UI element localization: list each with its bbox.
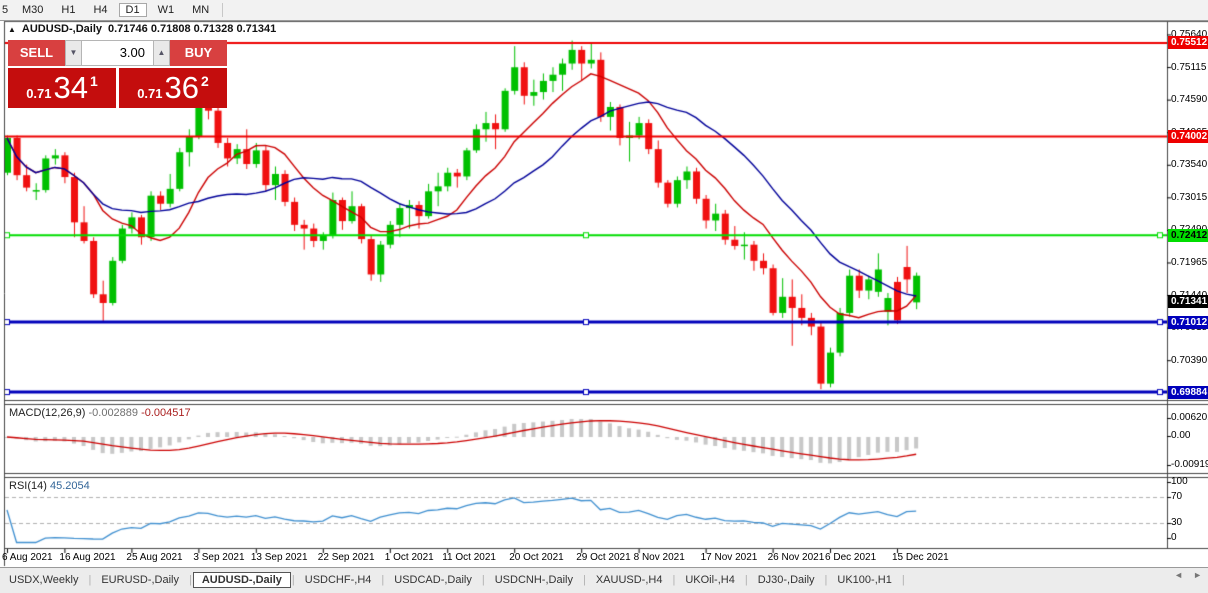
date-label: 11 Oct 2021 — [442, 552, 496, 563]
price-badge: 0.71012 — [1168, 315, 1208, 329]
sell-button[interactable]: SELL — [8, 40, 65, 66]
ohlc-values: 0.71746 0.71808 0.71328 0.71341 — [108, 23, 277, 35]
symbol-label: AUDUSD-,Daily — [21, 23, 102, 35]
tab-usdchf-h4[interactable]: USDCHF-,H4 — [304, 573, 372, 586]
price-axis-tick: 0.75115 — [1171, 61, 1207, 73]
tab-separator: | — [824, 573, 828, 586]
collapse-icon[interactable]: ▲ — [8, 24, 16, 34]
trade-price-row: 0.71 34 1 0.71 36 2 — [8, 68, 227, 108]
tab-xauusd-h4[interactable]: XAUUSD-,H4 — [595, 573, 663, 586]
volume-down-button[interactable]: ▼ — [65, 40, 82, 66]
date-label: 3 Sep 2021 — [193, 552, 245, 563]
date-label: 8 Nov 2021 — [633, 552, 685, 563]
bottom-strip — [0, 590, 1208, 593]
date-label: 16 Aug 2021 — [59, 552, 116, 563]
timeframe-button-m30[interactable]: M30 — [22, 4, 44, 16]
date-label: 22 Sep 2021 — [317, 552, 375, 563]
price-badge: 0.74002 — [1168, 130, 1208, 144]
buy-button[interactable]: BUY — [170, 40, 227, 66]
tab-usdcad-daily[interactable]: USDCAD-,Daily — [394, 573, 472, 586]
timeframe-button-d1[interactable]: D1 — [118, 3, 147, 17]
tab-separator: | — [481, 573, 485, 586]
timeframe-button-h1[interactable]: H1 — [61, 4, 76, 16]
macd-signal-value: -0.004517 — [141, 407, 191, 419]
trade-top-row: SELL ▼ 3.00 ▲ BUY — [8, 40, 227, 66]
tab-usdx-weekly[interactable]: USDX,Weekly — [9, 573, 79, 586]
tab-ukoil-h4[interactable]: UKOil-,H4 — [685, 573, 735, 586]
price-axis-tick: 0.70390 — [1171, 354, 1208, 366]
tab-separator: | — [582, 573, 586, 586]
timeframe-button-5[interactable]: 5 — [2, 4, 9, 16]
date-label: 26 Nov 2021 — [767, 552, 825, 563]
macd-axis-tick: 0.006201 — [1171, 412, 1208, 423]
price-axis-tick: 0.71440 — [1171, 290, 1207, 301]
date-label: 29 Oct 2021 — [576, 552, 631, 563]
bid-prefix: 0.71 — [26, 85, 52, 101]
price-badge: 0.72412 — [1168, 228, 1208, 242]
tab-usdcnh-daily[interactable]: USDCNH-,Daily — [494, 573, 573, 586]
date-label: 25 Aug 2021 — [126, 552, 183, 563]
tab-audusd-daily[interactable]: AUDUSD-,Daily — [192, 571, 291, 588]
timeframe-button-h4[interactable]: H4 — [93, 4, 108, 16]
macd-axis-tick: 0.00 — [1171, 430, 1191, 441]
tab-scroll-arrows: ◄ ► — [1174, 570, 1202, 580]
buy-price-box[interactable]: 0.71 36 2 — [119, 68, 227, 108]
rsi-axis-tick: 100 — [1171, 476, 1188, 487]
price-badge: 0.71341 — [1168, 295, 1208, 309]
tab-separator: | — [188, 573, 192, 586]
tab-separator: | — [381, 573, 385, 586]
price-badge: 0.75512 — [1168, 36, 1208, 50]
ask-pip-digit: 2 — [201, 73, 209, 89]
ask-big-digits: 36 — [164, 70, 199, 105]
date-label: 6 Aug 2021 — [2, 552, 53, 563]
date-label: 6 Dec 2021 — [825, 552, 877, 563]
tab-dj30-daily[interactable]: DJ30-,Daily — [757, 573, 815, 586]
sell-price-box[interactable]: 0.71 34 1 — [8, 68, 116, 108]
symbol-tab-bar: USDX,Weekly | EURUSD-,Daily | AUDUSD-,Daily |… — [0, 567, 1208, 591]
price-axis-tick: 0.73015 — [1171, 191, 1208, 203]
tab-separator: | — [88, 573, 92, 586]
tab-eurusd-daily[interactable]: EURUSD-,Daily — [101, 573, 179, 586]
bid-pip-digit: 1 — [90, 73, 98, 89]
macd-label: MACD(12,26,9) -0.002889 -0.004517 — [9, 407, 191, 419]
rsi-axis-tick: 70 — [1171, 491, 1183, 502]
tab-scroll-left-icon[interactable]: ◄ — [1174, 570, 1184, 580]
date-label: 1 Oct 2021 — [384, 552, 434, 563]
tab-separator: | — [291, 573, 295, 586]
macd-axis-tick: -0.009197 — [1171, 459, 1208, 470]
volume-up-button[interactable]: ▲ — [153, 40, 170, 66]
price-badge: 0.69884 — [1168, 385, 1208, 399]
ask-prefix: 0.71 — [137, 85, 163, 101]
rsi-value: 45.2054 — [49, 480, 90, 492]
tab-separator: | — [744, 573, 748, 586]
rsi-label: RSI(14) 45.2054 — [9, 480, 90, 492]
date-label: 13 Sep 2021 — [250, 552, 308, 563]
timeframe-button-mn[interactable]: MN — [192, 4, 210, 16]
tab-scroll-right-icon[interactable]: ► — [1193, 570, 1202, 580]
date-label: 17 Nov 2021 — [700, 552, 758, 563]
price-axis-tick: 0.74590 — [1171, 94, 1208, 106]
volume-input[interactable]: 3.00 — [82, 40, 153, 66]
tab-uk100-h1[interactable]: UK100-,H1 — [837, 573, 892, 586]
date-label: 20 Oct 2021 — [509, 552, 564, 563]
date-label: 15 Dec 2021 — [892, 552, 949, 563]
timeframe-button-w1[interactable]: W1 — [157, 4, 175, 16]
price-axis-tick: 0.75640 — [1171, 29, 1208, 40]
price-axis-tick: 0.73540 — [1171, 159, 1208, 171]
rsi-axis-tick: 30 — [1171, 517, 1183, 528]
tab-separator: | — [901, 573, 905, 586]
tab-separator: | — [672, 573, 676, 586]
macd-main-value: -0.002889 — [88, 407, 139, 419]
rsi-axis-tick: 0 — [1171, 532, 1177, 543]
toolbar-divider — [222, 3, 224, 17]
chart-title: ▲ AUDUSD-,Daily 0.71746 0.71808 0.71328 … — [8, 23, 276, 35]
timeframe-toolbar: 5 M30 H1 H4 D1 W1 MN — [0, 0, 1208, 21]
one-click-trade-widget: SELL ▼ 3.00 ▲ BUY 0.71 34 1 0.71 36 2 — [8, 40, 227, 108]
price-axis-tick: 0.71965 — [1171, 256, 1208, 268]
bid-big-digits: 34 — [53, 70, 88, 105]
